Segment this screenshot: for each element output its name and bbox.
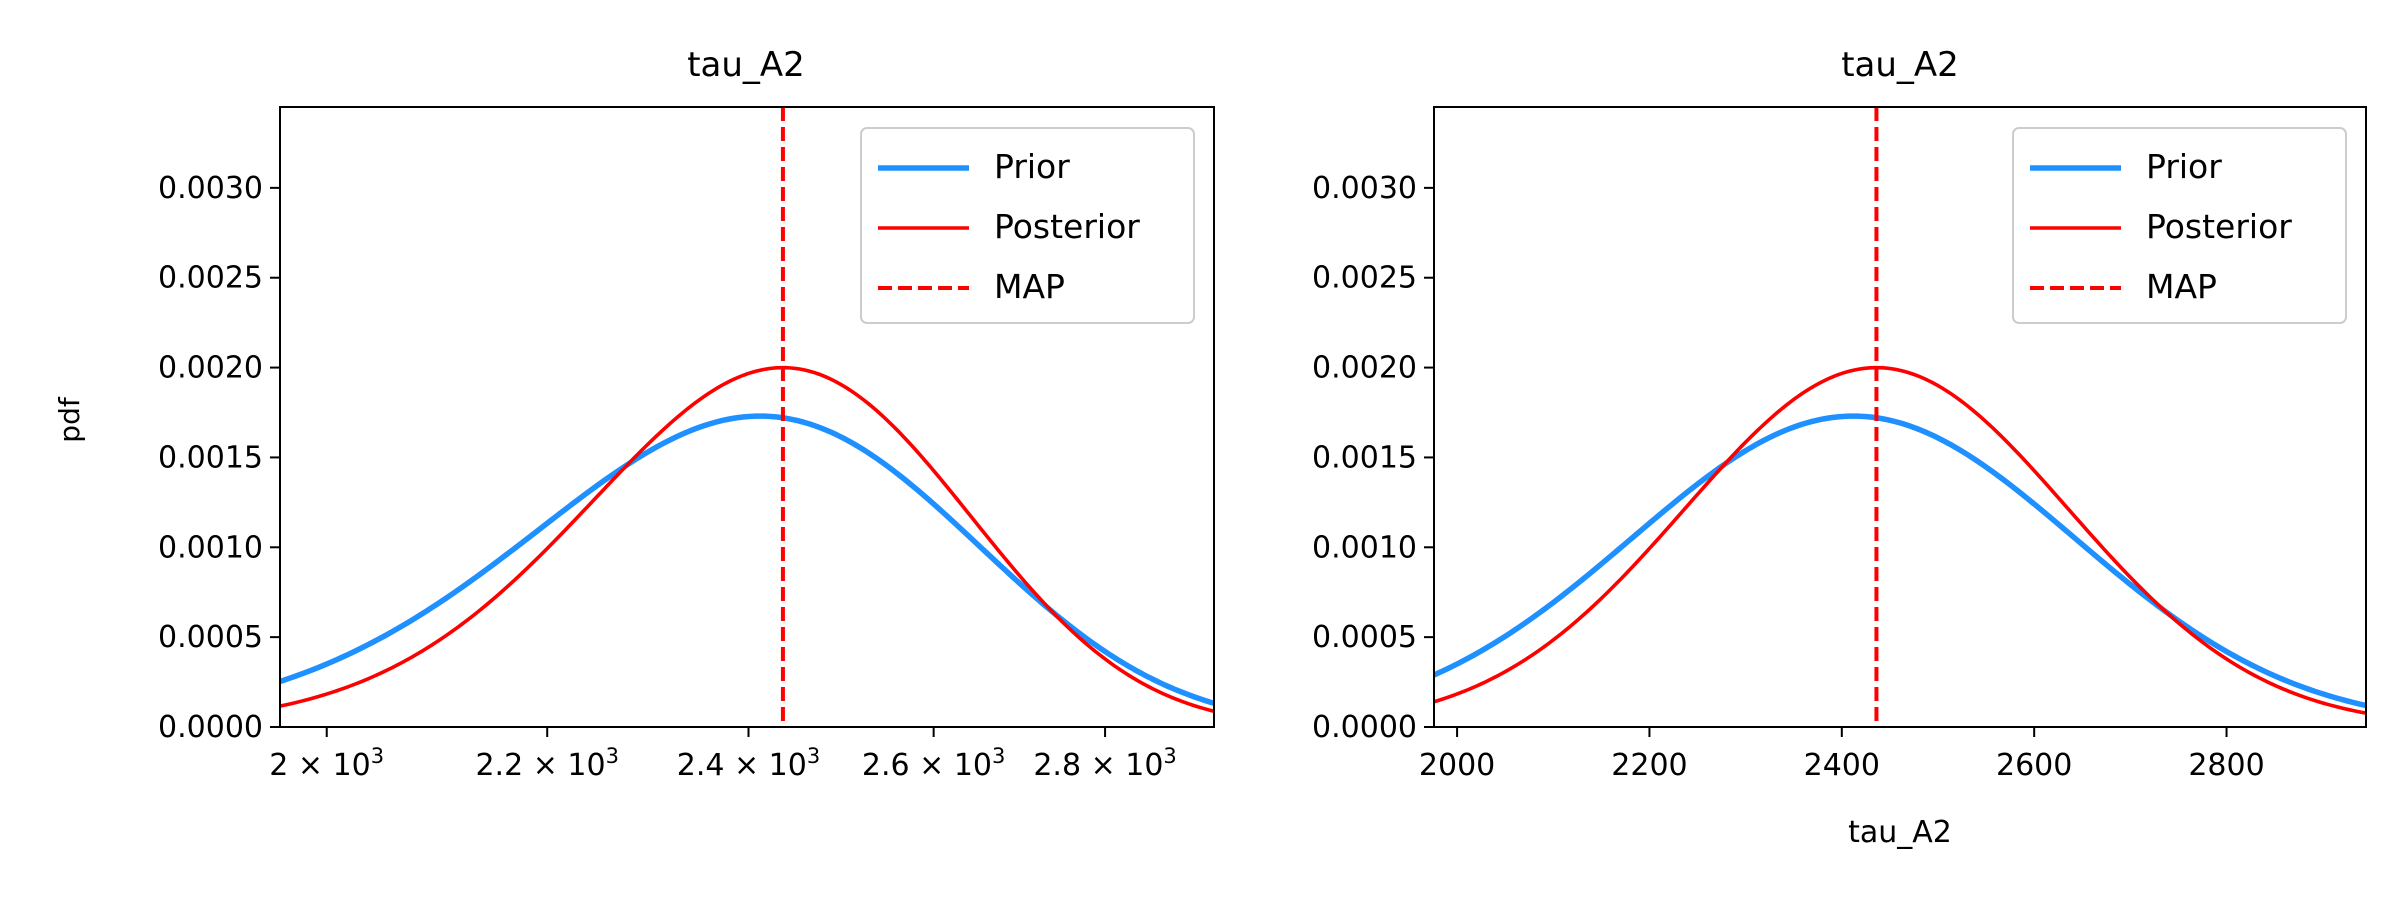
y-axis: 0.0000 0.0005 0.0010 0.0015 0.0020 0.0025 0.00… <box>158 171 280 745</box>
legend-label-posterior: Posterior <box>2146 207 2292 246</box>
y-tick-label: 0.0025 <box>1312 261 1417 296</box>
legend: Prior Posterior MAP <box>2012 127 2347 324</box>
y-tick-label: 0.0020 <box>1312 351 1417 386</box>
legend-label-map: MAP <box>2146 267 2217 306</box>
series-line-posterior <box>1434 365 2366 715</box>
axes-frame <box>1433 106 2367 728</box>
y-tick-label: 0.0025 <box>158 261 263 296</box>
legend: Prior Posterior MAP <box>860 127 1195 324</box>
x-tick-label: 2600 <box>1996 748 2072 783</box>
y-tick-label: 0.0000 <box>1312 710 1417 745</box>
legend-box <box>860 127 1195 324</box>
x-tick-label: 2 × 103 <box>269 744 384 783</box>
legend-box <box>2012 127 2347 324</box>
series-line-posterior <box>280 365 1214 714</box>
x-tick-label: 2800 <box>2188 748 2264 783</box>
y-tick-label: 0.0030 <box>158 171 263 206</box>
y-tick-label: 0.0020 <box>158 351 263 386</box>
y-tick-label: 0.0015 <box>1312 440 1417 475</box>
legend-label-prior: Prior <box>2146 147 2222 186</box>
y-axis-label: pdf <box>53 396 86 443</box>
legend-label-posterior: Posterior <box>994 207 1140 246</box>
x-axis: 2 × 103 2.2 × 103 2.4 × 103 2.6 × 103 2.8 × … <box>269 727 1177 783</box>
plot-area <box>280 107 1214 727</box>
x-tick-label: 2000 <box>1419 748 1495 783</box>
series-line-prior <box>1434 413 2366 709</box>
x-tick-label: 2400 <box>1804 748 1880 783</box>
y-axis: 0.0000 0.0005 0.0010 0.0015 0.0020 0.0025 0.00… <box>1312 171 1434 745</box>
x-tick-label: 2.4 × 103 <box>677 744 820 783</box>
y-tick-label: 0.0030 <box>1312 171 1417 206</box>
legend-label-map: MAP <box>994 267 1065 306</box>
x-tick-label: 2.6 × 103 <box>862 744 1005 783</box>
y-tick-label: 0.0015 <box>158 440 263 475</box>
chart-title: tau_A2 <box>1841 45 1959 85</box>
legend-label-prior: Prior <box>994 147 1070 186</box>
y-tick-label: 0.0000 <box>158 710 263 745</box>
x-axis-label: tau_A2 <box>1848 815 1952 850</box>
plot-area <box>1434 107 2366 727</box>
x-tick-label: 2.8 × 103 <box>1033 744 1176 783</box>
x-tick-label: 2200 <box>1611 748 1687 783</box>
chart-title: tau_A2 <box>687 45 805 85</box>
axes-frame <box>279 106 1215 728</box>
series-line-prior <box>280 413 1214 706</box>
y-tick-label: 0.0010 <box>158 530 263 565</box>
chart-panel-2: tau_A2 0.00000.00050.00100.00150.00200.0… <box>1312 45 2367 850</box>
chart-panel-1: tau_A2 pdf 0.0000 0.0005 0.0010 0.0015 0.002… <box>53 45 1215 783</box>
y-tick-label: 0.0005 <box>1312 620 1417 655</box>
x-tick-label: 2.2 × 103 <box>475 744 618 783</box>
x-axis: 2000 2200 2400 2600 2800 <box>1419 727 2265 783</box>
y-tick-label: 0.0005 <box>158 620 263 655</box>
y-tick-label: 0.0010 <box>1312 530 1417 565</box>
